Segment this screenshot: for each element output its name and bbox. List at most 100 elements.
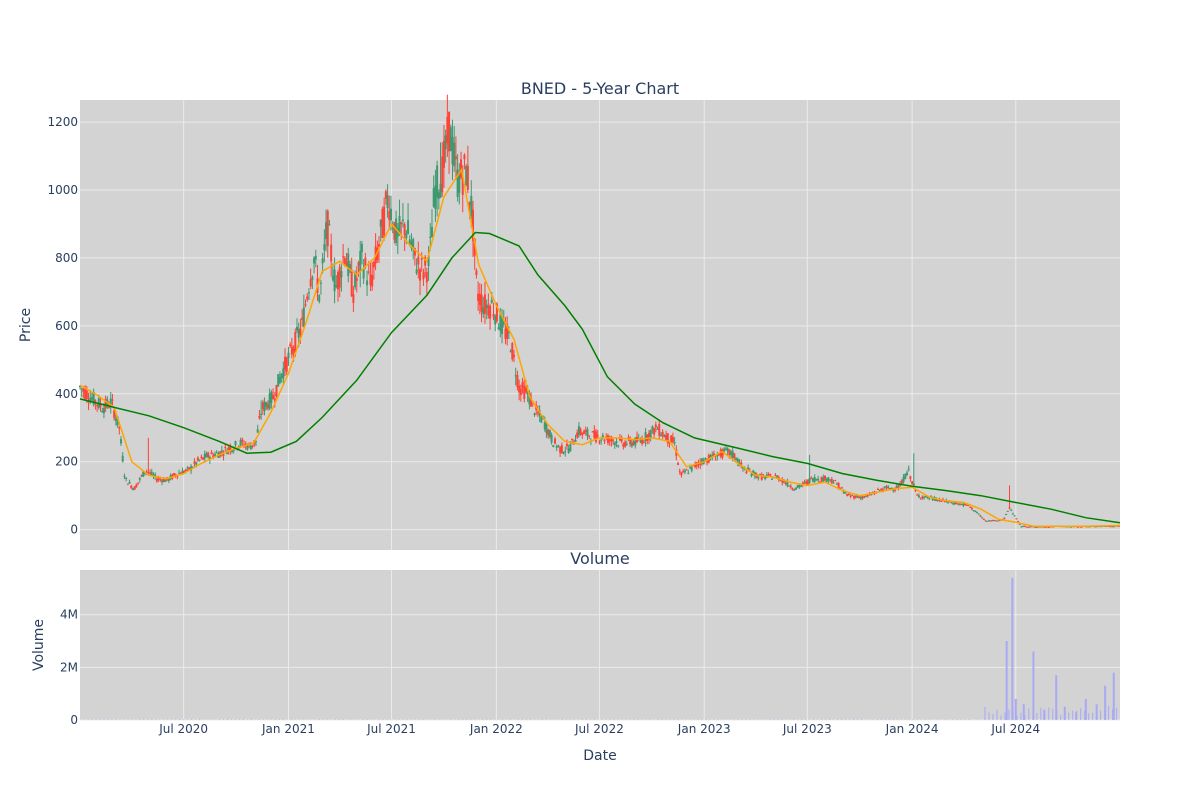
volume-bar (139, 719, 140, 720)
volume-bar (482, 719, 483, 720)
candle-body (829, 479, 831, 480)
candle-body (827, 477, 829, 480)
candle-body (416, 269, 418, 273)
candle-body (289, 344, 291, 346)
volume-bar (889, 719, 890, 720)
candle-body (556, 446, 558, 448)
candle-body (1009, 508, 1011, 509)
candle-body (388, 211, 390, 220)
volume-bar (383, 719, 384, 720)
volume-bar (1036, 713, 1037, 720)
candle-body (407, 220, 409, 234)
volume-chart-title: Volume (570, 549, 630, 568)
candle-body (918, 496, 920, 498)
candle-body (352, 294, 354, 303)
volume-bar (837, 719, 838, 720)
candle-body (287, 353, 289, 358)
candle-body (769, 474, 771, 476)
candle-body (291, 347, 293, 355)
candle-body (516, 375, 518, 387)
candle-body (1022, 526, 1024, 527)
candle-body (381, 209, 383, 238)
volume-bar (406, 719, 407, 720)
candle-body (947, 502, 949, 503)
volume-bar (1108, 706, 1109, 720)
candle-body (193, 461, 195, 463)
volume-bar (343, 719, 344, 720)
price-plot-background (80, 100, 1120, 550)
candle-body (293, 349, 295, 352)
candle-body (1007, 511, 1009, 512)
candle-body (481, 295, 483, 312)
candle-body (732, 451, 734, 458)
volume-bar (1004, 712, 1005, 720)
volume-bar (462, 719, 463, 720)
candle-body (593, 430, 595, 437)
candle-body (578, 426, 580, 435)
candle-body (335, 285, 337, 287)
candle-body (123, 476, 125, 477)
volume-bar (662, 719, 663, 720)
volume-bar (853, 719, 854, 720)
candle-body (824, 476, 826, 480)
candle-body (402, 220, 404, 222)
candle-body (686, 470, 688, 471)
candle-body (906, 473, 908, 475)
volume-bar (582, 719, 583, 720)
volume-bar (143, 719, 144, 720)
volume-bar (969, 719, 970, 720)
candle-body (848, 494, 850, 495)
volume-bar (945, 719, 946, 720)
volume-bar (749, 719, 750, 720)
candle-body (393, 222, 395, 239)
volume-bar (781, 719, 782, 720)
candle-body (680, 472, 682, 475)
candle-body (448, 112, 450, 151)
volume-bar (530, 719, 531, 720)
volume-bar (650, 719, 651, 720)
volume-bar (841, 719, 842, 720)
candle-body (421, 258, 423, 260)
candle-body (976, 512, 978, 513)
volume-bar (1056, 709, 1057, 720)
volume-bar (777, 719, 778, 720)
candle-body (320, 283, 322, 284)
candle-body (96, 405, 98, 406)
volume-bar (697, 719, 698, 720)
candle-body (962, 504, 964, 506)
candle-body (846, 494, 848, 496)
candle-body (740, 462, 742, 464)
candle-body (486, 304, 488, 308)
candle-body (559, 447, 561, 453)
candle-body (728, 450, 730, 455)
candle-body (860, 496, 862, 498)
candle-body (221, 450, 223, 452)
volume-bar (1011, 578, 1013, 720)
candle-body (617, 445, 619, 446)
candle-body (704, 458, 706, 459)
candle-body (511, 343, 513, 359)
candle-body (438, 192, 440, 198)
candle-body (563, 452, 565, 453)
volume-bar (470, 719, 471, 720)
volume-bar (1032, 652, 1034, 720)
volume-bar (283, 719, 284, 720)
candle-body (513, 355, 515, 357)
candle-body (863, 496, 865, 498)
candle-body (332, 276, 334, 280)
candle-body (299, 328, 301, 334)
candle-body (296, 327, 298, 331)
candle-body (575, 440, 577, 442)
candle-body (674, 442, 676, 443)
candle-body (706, 462, 708, 463)
candle-body (492, 314, 494, 316)
candle-body (108, 407, 110, 408)
candle-body (855, 496, 857, 498)
candle-body (1077, 527, 1079, 528)
candle-body (277, 374, 279, 386)
candle-body (592, 431, 594, 432)
candle-body (281, 374, 283, 378)
candle-body (426, 272, 428, 282)
candle-body (735, 458, 737, 460)
